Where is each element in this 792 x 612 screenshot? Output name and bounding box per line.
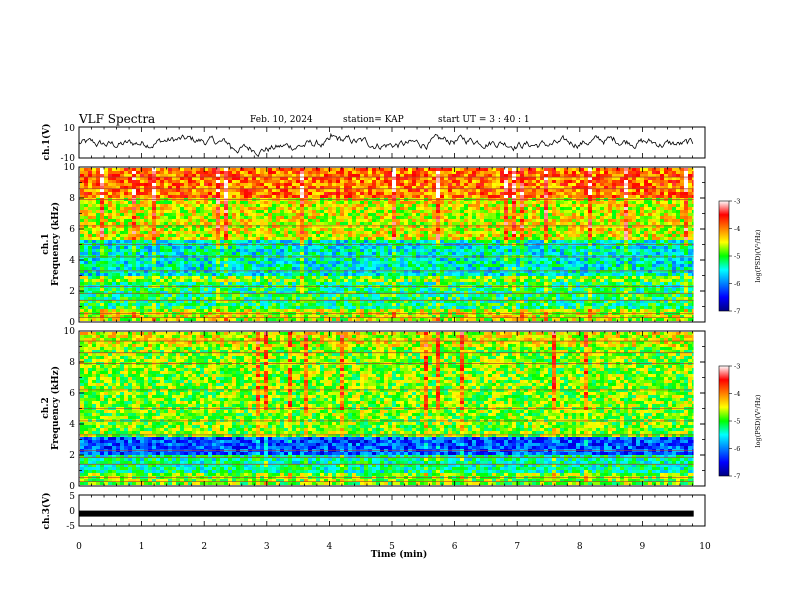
ch1-colorbar-label: log(PSD)(V²/Hz) <box>754 229 762 282</box>
time-tick-label: 9 <box>640 542 646 552</box>
colorbar-tick-label: -5 <box>734 253 740 261</box>
time-tick-label: 2 <box>201 542 207 552</box>
freq-tick-label: 2 <box>69 451 75 461</box>
date-label: Feb. 10, 2024 <box>250 115 313 125</box>
time-tick-label: 10 <box>699 542 711 552</box>
ch3-waveform-ylabel: ch.3(V) <box>41 493 52 530</box>
x-axis-label: Time (min) <box>371 549 428 560</box>
ch3-waveform-line <box>79 510 694 517</box>
ch3-ytick-top: 5 <box>69 492 75 502</box>
freq-tick-label: 10 <box>64 327 76 337</box>
colorbar-tick-label: -5 <box>734 418 740 426</box>
colorbar-tick-label: -4 <box>734 390 740 398</box>
station-label: station= KAP <box>343 115 404 125</box>
ch1-ylabel: ch.1 <box>41 233 51 254</box>
freq-tick-label: 8 <box>69 194 75 204</box>
freq-tick-label: 6 <box>69 389 75 399</box>
ch3-ytick-mid: 0 <box>69 507 75 517</box>
ch2-ylabel: ch.2 <box>41 397 51 418</box>
ch2-freq-ylabel: Frequency (kHz) <box>50 366 61 450</box>
time-tick-label: 6 <box>452 542 458 552</box>
colorbar-tick-label: -7 <box>734 308 740 316</box>
freq-tick-label: 0 <box>69 318 75 328</box>
colorbar-tick-label: -6 <box>734 445 740 453</box>
freq-tick-label: 10 <box>64 163 76 173</box>
ch2-colorbar: -3 -4 -5 -6 -7 log(PSD)(V²/Hz) <box>718 363 762 481</box>
ch2-colorbar-scale <box>718 365 730 477</box>
ch1-colorbar: -3 -4 -5 -6 -7 log(PSD)(V²/Hz) <box>718 198 762 316</box>
freq-tick-label: 4 <box>69 420 75 430</box>
time-tick-label: 0 <box>76 542 82 552</box>
x-axis-ticks <box>78 127 706 526</box>
figure-title: VLF Spectra <box>78 112 155 126</box>
colorbar-tick-label: -7 <box>734 473 740 481</box>
ch1-waveform-ylabel: ch.1(V) <box>41 124 52 161</box>
freq-tick-label: 8 <box>69 358 75 368</box>
ch1-freq-ylabel: Frequency (kHz) <box>50 202 61 286</box>
ch1-waveform-panel: 10 -10 ch.1(V) <box>41 124 706 164</box>
time-tick-label: 4 <box>327 542 333 552</box>
colorbar-tick-label: -3 <box>734 198 740 206</box>
freq-tick-label: 6 <box>69 225 75 235</box>
time-tick-label: 8 <box>577 542 583 552</box>
time-tick-label: 1 <box>139 542 145 552</box>
ch1-spectrogram-panel: 0 2 4 6 8 10 ch.1 Frequency (kHz) <box>41 163 706 328</box>
ch1-colorbar-scale <box>718 200 730 312</box>
freq-tick-label: 4 <box>69 256 75 266</box>
time-tick-label: 3 <box>264 542 270 552</box>
ch3-ytick-bottom: -5 <box>66 522 75 532</box>
ch1-spectrogram-image <box>79 167 705 322</box>
ch1-ytick-bottom: -10 <box>61 154 76 164</box>
colorbar-tick-label: -3 <box>734 363 740 371</box>
ch1-ytick-top: 10 <box>64 124 76 134</box>
ch2-colorbar-label: log(PSD)(V²/Hz) <box>754 394 762 447</box>
x-axis-tick-labels: 0 1 2 3 4 5 6 7 8 9 10 <box>76 542 711 552</box>
time-tick-label: 5 <box>389 542 395 552</box>
start-ut-label: start UT = 3 : 40 : 1 <box>438 115 530 125</box>
ch2-spectrogram-panel: 0 2 4 6 8 10 ch.2 Frequency (kHz) <box>41 327 706 492</box>
time-tick-label: 7 <box>514 542 520 552</box>
colorbar-tick-label: -6 <box>734 280 740 288</box>
freq-tick-label: 2 <box>69 287 75 297</box>
ch2-spectrogram-image <box>79 331 705 486</box>
colorbar-tick-label: -4 <box>734 225 740 233</box>
freq-tick-label: 0 <box>69 482 75 492</box>
ch1-waveform-line <box>78 132 694 158</box>
ch3-waveform-panel: 5 0 -5 ch.3(V) <box>41 492 706 532</box>
